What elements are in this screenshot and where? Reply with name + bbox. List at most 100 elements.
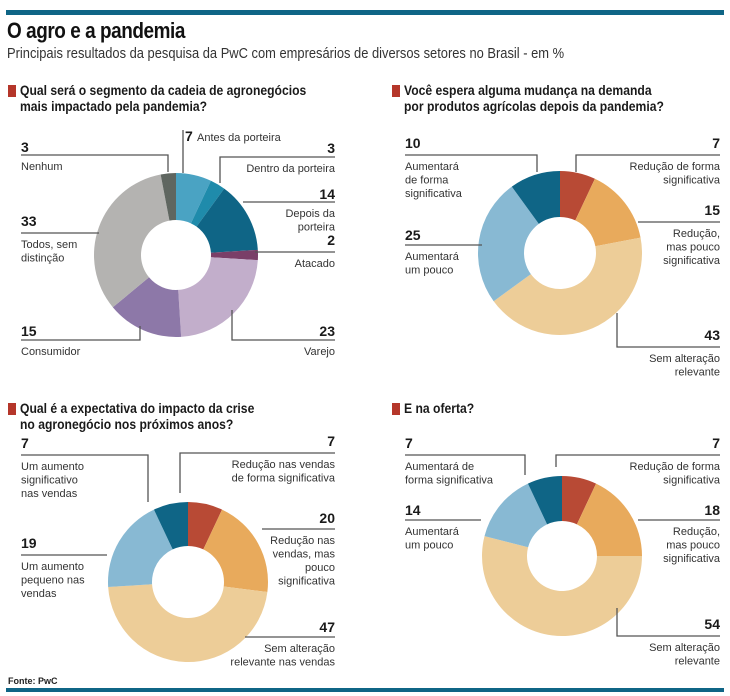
chart-1-slice	[93, 174, 170, 308]
page-subtitle: Principais resultados da pesquisa da PwC…	[7, 45, 565, 62]
chart-3-leader-line	[21, 454, 149, 502]
chart-1-slice-label: Depois da	[285, 208, 335, 220]
chart-2-slice-label: Redução,	[673, 228, 720, 240]
chart-1-leader-line	[219, 156, 335, 183]
chart-3-slice-label: pequeno nas	[21, 575, 85, 587]
chart-2-leader-line	[575, 154, 720, 172]
chart-2-slice	[560, 171, 595, 221]
chart-3-value-label: 7	[327, 433, 335, 449]
chart-2-slice	[477, 186, 539, 302]
chart-1-value-label: 2	[327, 232, 335, 248]
chart-1-title: Qual será o segmento da cadeia de agrone…	[20, 83, 306, 115]
chart-1-slice-label: Nenhum	[21, 161, 63, 173]
chart-4-slice-label: um pouco	[405, 540, 453, 552]
chart-3-slice-label: Um aumento	[21, 461, 84, 473]
chart-4-leader-line	[405, 454, 526, 475]
chart-1-slice	[112, 277, 182, 337]
chart-4-value-label: 7	[405, 435, 413, 451]
chart-2-value-label: 7	[712, 135, 720, 151]
chart-3-value-label: 20	[319, 510, 335, 526]
chart-3-title-line: no agronegócio nos próximos anos?	[20, 417, 234, 432]
chart-3-slice-label: nas vendas	[21, 488, 78, 500]
chart-3-slice-label: relevante nas vendas	[230, 657, 335, 669]
chart-4-value-label: 14	[405, 502, 421, 518]
chart-1-value-label: 3	[327, 140, 335, 156]
chart-4-title: E na oferta?	[404, 401, 474, 417]
chart-1-title-line: Qual será o segmento da cadeia de agrone…	[20, 83, 307, 98]
chart-2-slice-label: mas pouco	[666, 242, 720, 254]
chart-1-leader-line	[231, 310, 335, 341]
chart-4-slice-label: Redução de forma	[630, 461, 721, 473]
chart-1-slice	[190, 180, 225, 227]
chart-4-slice-label: Redução,	[673, 526, 720, 538]
chart-1-slice-label: distinção	[21, 253, 64, 265]
chart-1-value-label: 14	[319, 186, 335, 202]
chart-2-slice-label: de forma	[405, 175, 449, 187]
chart-4-slice	[484, 483, 548, 548]
chart-1-slice	[160, 173, 176, 221]
chart-2-slice-label: significativa	[663, 175, 721, 187]
chart-1-leader-line	[21, 326, 141, 341]
chart-4-value-label: 18	[704, 502, 720, 518]
chart-2-leader-line	[616, 313, 720, 348]
source-note: Fonte: PwC	[8, 676, 58, 686]
chart-4-slice	[562, 476, 597, 525]
chart-4-value-label: 7	[712, 435, 720, 451]
chart-1-title-line: mais impactado pela pandemia?	[20, 99, 208, 114]
question-marker	[8, 85, 16, 97]
chart-3-slice-label: Sem alteração	[264, 643, 335, 655]
chart-4-slice-label: Sem alteração	[649, 642, 720, 654]
chart-3-slice	[153, 502, 188, 550]
chart-1-slice	[178, 257, 258, 337]
chart-1-slice-label: Antes da porteira	[197, 132, 282, 144]
chart-1-value-label: 3	[21, 139, 29, 155]
chart-2-slice	[493, 237, 642, 335]
chart-2-value-label: 15	[704, 202, 720, 218]
page-title: O agro e a pandemia	[7, 18, 185, 43]
chart-4-slice	[482, 536, 642, 636]
chart-1-slice	[210, 249, 258, 261]
chart-3-slice-label: significativa	[278, 576, 336, 588]
chart-4-leader-line	[616, 608, 720, 637]
chart-3-value-label: 47	[319, 619, 335, 635]
chart-2-title-line: Você espera alguma mudança na demanda	[404, 83, 652, 98]
chart-2-slice-label: Aumentará	[405, 161, 460, 173]
chart-2-slice-label: Redução de forma	[630, 161, 721, 173]
chart-4-slice-label: significativa	[663, 553, 721, 565]
chart-3-slice-label: de forma significativa	[232, 473, 336, 485]
chart-3-value-label: 7	[21, 435, 29, 451]
chart-3-slice-label: Redução nas	[270, 535, 335, 547]
chart-4-slice	[576, 483, 642, 556]
chart-1-slice-label: Consumidor	[21, 346, 81, 358]
bottom-accent-bar	[6, 688, 724, 692]
chart-3-slice-label: vendas	[21, 588, 57, 600]
chart-1-value-label: 23	[319, 323, 335, 339]
chart-3-slice-label: pouco	[305, 562, 335, 574]
chart-1-slice-label: Dentro da porteira	[246, 163, 336, 175]
chart-3-title-line: Qual é a expectativa do impacto da crise	[20, 401, 255, 416]
chart-4-slice-label: Aumentará de	[405, 461, 474, 473]
chart-4-slice	[527, 476, 562, 525]
chart-2-value-label: 43	[704, 327, 720, 343]
chart-3-slice-label: significativo	[21, 475, 78, 487]
chart-2-value-label: 25	[405, 227, 421, 243]
chart-4-title-line: E na oferta?	[404, 401, 475, 416]
chart-4-leader-line	[555, 454, 720, 467]
chart-2-slice	[575, 178, 641, 247]
chart-2-slice-label: Sem alteração	[649, 353, 720, 365]
chart-1-slice	[196, 188, 258, 253]
chart-4-value-label: 54	[704, 616, 720, 632]
chart-4-slice-label: significativa	[663, 475, 721, 487]
chart-1-leader-line	[21, 154, 169, 172]
chart-3-slice-label: vendas, mas	[273, 549, 336, 561]
chart-4-slice-label: Aumentará	[405, 526, 460, 538]
question-marker	[8, 403, 16, 415]
chart-2-slice-label: significativa	[405, 188, 463, 200]
chart-2-value-label: 10	[405, 135, 421, 151]
chart-2-title: Você espera alguma mudança na demanda po…	[404, 83, 664, 115]
chart-2-leader-line	[405, 154, 538, 172]
chart-3-slice-label: Um aumento	[21, 561, 84, 573]
chart-3-slice	[108, 584, 268, 662]
chart-2-title-line: por produtos agrícolas depois da pandemi…	[404, 99, 664, 114]
